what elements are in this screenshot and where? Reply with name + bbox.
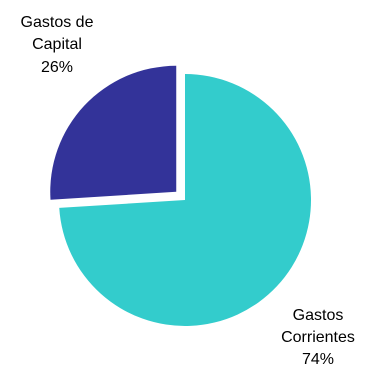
label-gastos-corrientes: Gastos Corrientes 74% [281, 307, 355, 368]
label-gastos-de-capital-line1: Gastos de [21, 14, 94, 31]
pie-slices [50, 65, 312, 326]
label-gastos-de-capital-percent: 26% [41, 59, 73, 76]
pie-slice-gastos-corrientes [59, 74, 312, 326]
label-gastos-de-capital: Gastos de Capital 26% [21, 14, 94, 76]
label-gastos-corrientes-line2: Corrientes [281, 329, 355, 346]
label-gastos-corrientes-percent: 74% [302, 351, 334, 368]
label-gastos-corrientes-line1: Gastos [293, 307, 344, 324]
label-gastos-de-capital-line2: Capital [32, 36, 82, 53]
pie-slice-gastos-de-capital [50, 65, 177, 200]
